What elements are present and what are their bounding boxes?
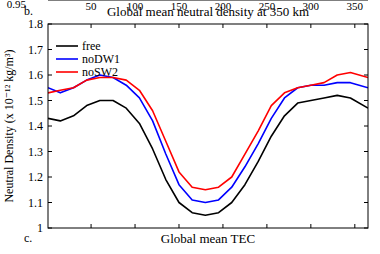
x-tick [266, 24, 267, 28]
y-tick [48, 100, 52, 101]
chart-title: Global mean neutral density at 350 km [107, 4, 309, 19]
y-tick [364, 100, 368, 101]
y-tick [364, 126, 368, 127]
legend-swatch [56, 45, 78, 47]
series-line [48, 95, 368, 215]
x-tick [178, 224, 179, 228]
y-tick-label: 1.2 [28, 170, 43, 184]
panel-label: c. [24, 231, 32, 245]
y-tick-label: 1.1 [28, 196, 43, 210]
legend-label: noSW2 [82, 65, 118, 79]
legend-label: free [82, 39, 101, 53]
y-tick-label: 1.6 [28, 68, 43, 82]
legend-swatch [56, 58, 78, 60]
x-tick [91, 24, 92, 28]
x-tick-label: 350 [347, 0, 364, 12]
y-tick-label: 1.5 [28, 94, 43, 108]
series-line [48, 72, 368, 189]
x-tick [91, 224, 92, 228]
y-tick-label: 1.8 [28, 17, 43, 31]
y-tick [364, 151, 368, 152]
y-tick-label: 1 [37, 221, 43, 235]
y-tick [48, 177, 52, 178]
x-tick [310, 224, 311, 228]
y-tick [364, 75, 368, 76]
legend-label: noDW1 [82, 52, 120, 66]
x-tick [310, 24, 311, 28]
series-group [48, 72, 368, 215]
series-line [48, 75, 368, 203]
y-tick [48, 151, 52, 152]
y-tick [364, 49, 368, 50]
y-tick [48, 75, 52, 76]
x-tick [266, 224, 267, 228]
x-tick [222, 224, 223, 228]
y-tick [48, 126, 52, 127]
legend: freenoDW1noSW2 [56, 39, 120, 79]
x-tick [135, 24, 136, 28]
y-tick [48, 49, 52, 50]
x-tick [222, 24, 223, 28]
legend-swatch [56, 71, 78, 73]
y-tick-label: 1.4 [28, 119, 43, 133]
x-tick [135, 224, 136, 228]
x-tick [354, 224, 355, 228]
plot-frame [48, 24, 368, 228]
panel-b: b. Global mean neutral density at 350 km N… [2, 4, 368, 235]
y-tick [48, 202, 52, 203]
x-tick [354, 24, 355, 28]
y-tick [364, 177, 368, 178]
y-tick-label: 1.3 [28, 145, 43, 159]
y-tick-label: 1.7 [28, 43, 43, 57]
figure: 501001502002503003500.95b.Global mean ne… [0, 0, 380, 254]
x-tick-label: 50 [86, 0, 98, 12]
x-tick [178, 24, 179, 28]
y-tick [364, 202, 368, 203]
panel-label: b. [24, 4, 33, 18]
y-axis-label: Neutral Density (x 10⁻¹² kg/m³) [2, 49, 16, 202]
chart-title: Global mean TEC [161, 231, 255, 246]
panel-c: c. Global mean TEC [24, 231, 255, 246]
